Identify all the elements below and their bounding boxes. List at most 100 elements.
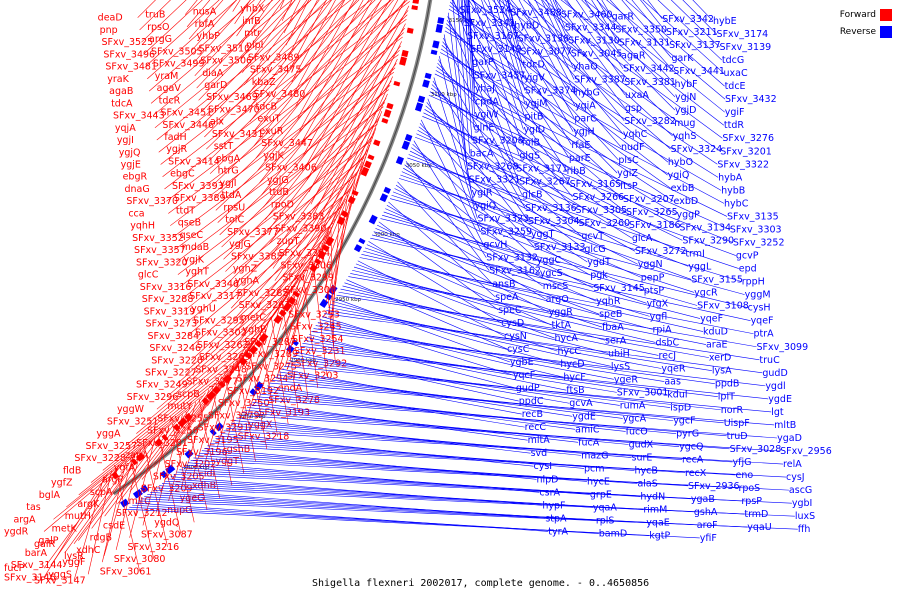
gene-label: dnaG: [124, 184, 149, 195]
gene-glyph: [424, 72, 432, 80]
gene-leader-line: [255, 0, 382, 159]
gene-label: SFxv_3130: [568, 35, 620, 46]
gene-leader-line: [452, 0, 468, 167]
gene-leader-line: [366, 244, 552, 326]
gene-glyph: [273, 314, 283, 324]
gene-leader-line: [449, 1, 618, 174]
gene-leader-line: [175, 106, 384, 263]
gene-glyph: [383, 186, 391, 194]
gene-glyph: [386, 102, 394, 110]
gene-leader-line: [383, 211, 647, 304]
gene-label: SFxv_3255: [157, 413, 209, 424]
gene-label: tktA: [552, 320, 572, 331]
gene-label: glcC: [138, 270, 159, 281]
gene-label: SFxv_3292: [296, 358, 348, 369]
gene-leader-line: [449, 5, 668, 176]
gene-label: parE: [569, 153, 591, 164]
gene-glyph: [404, 133, 413, 142]
gene-leader-line: [291, 0, 336, 83]
gene-label: SFxv_3296: [127, 392, 179, 403]
gene-label: tdcB: [256, 101, 278, 112]
gene-label: SFxv_3211: [666, 27, 718, 38]
gene-label: SFxv_3080: [114, 554, 166, 565]
gene-leader-line: [160, 0, 372, 165]
gene-leader-line: [370, 237, 751, 321]
gene-label: scpA: [90, 487, 113, 498]
gene-label: SFxv_3147: [34, 575, 86, 586]
gene-label: yggC: [537, 255, 562, 266]
gene-label: mltC: [129, 496, 152, 507]
gene-leader-line: [316, 76, 393, 242]
gene-label: yggW: [117, 404, 145, 415]
gene-label: ygdQ: [154, 517, 179, 528]
gene-leader-line: [171, 71, 395, 239]
axis-tick-label: 3050 kbp: [406, 163, 432, 169]
gene-label: tdcD: [522, 59, 544, 70]
gene-glyph: [417, 95, 426, 104]
gene-label: speB: [599, 309, 622, 320]
gene-leader-line: [117, 405, 193, 505]
gene-label: rppH: [742, 277, 765, 288]
gene-leader-line: [87, 470, 112, 575]
gene-glyph: [393, 80, 401, 87]
gene-label: SFxv_3272: [635, 246, 687, 257]
gene-leader-line: [670, 0, 720, 48]
gene-leader-line: [359, 257, 754, 335]
gene-leader-line: [78, 395, 203, 496]
gene-label: SFxv_3146: [4, 572, 56, 583]
gene-label: mscS: [543, 281, 568, 292]
gene-label: metC: [241, 312, 267, 323]
gene-leader-line: [456, 0, 471, 154]
gene-leader-line: [566, 0, 625, 82]
gene-leader-line: [533, 0, 723, 139]
gene-leader-line: [326, 310, 712, 371]
gene-label: SFxv_3045: [571, 49, 623, 60]
gene-label: tdcA: [111, 98, 133, 109]
gene-leader-line: [560, 0, 725, 126]
gene-leader-line: [240, 0, 284, 61]
gene-leader-line: [444, 30, 722, 191]
gene-leader-line: [385, 208, 597, 302]
gene-leader-line: [302, 0, 391, 156]
gene-leader-line: [606, 0, 726, 100]
gene-label: cysH: [748, 303, 771, 314]
gene-label: hycA: [555, 333, 579, 344]
gene-leader-line: [352, 269, 656, 343]
legend-forward-label: Forward: [839, 9, 876, 20]
axis-tick-label: 3000 kbp: [374, 232, 400, 238]
gene-label: SFxv_3381: [624, 77, 676, 88]
gene-label: SFxv_3001: [617, 387, 669, 398]
gene-label: glcG: [584, 244, 605, 255]
gene-leader-line: [43, 473, 109, 578]
gene-label: gudX: [629, 440, 654, 451]
gene-label: recA: [682, 455, 704, 466]
gene-label: ispD: [670, 403, 691, 414]
gene-glyph: [360, 166, 370, 177]
gene-label: SFxv_3342: [662, 14, 714, 25]
gene-label: yghB: [243, 325, 267, 336]
gene-leader-line: [73, 475, 105, 581]
gene-label: yqhS: [673, 131, 697, 142]
gene-label: SFxv_3488: [510, 7, 562, 18]
gene-leader-line: [463, 0, 520, 156]
gene-leader-line: [145, 0, 220, 67]
gene-label: pcm: [584, 463, 605, 474]
gene-label: ppdC: [519, 396, 544, 407]
gene-leader-line: [274, 132, 375, 281]
gene-leader-line: [125, 342, 252, 447]
gene-leader-line: [434, 73, 728, 217]
gene-label: SFxv_3442: [623, 64, 675, 75]
gene-leader-line: [166, 284, 296, 398]
gene-label: nlpD: [536, 474, 558, 485]
gene-label: relA: [783, 459, 802, 470]
gene-leader-line: [173, 474, 792, 504]
gene-leader-line: [234, 420, 582, 456]
gene-label: luxS: [795, 511, 815, 522]
gene-label: dsbC: [655, 337, 679, 348]
gene-label: yghA: [235, 276, 260, 287]
gene-leader-line: [257, 396, 727, 437]
gene-leader-line: [508, 0, 575, 119]
gene-label: recC: [525, 422, 547, 433]
gene-label: exbD: [674, 196, 699, 207]
gene-leader-line: [412, 143, 538, 261]
